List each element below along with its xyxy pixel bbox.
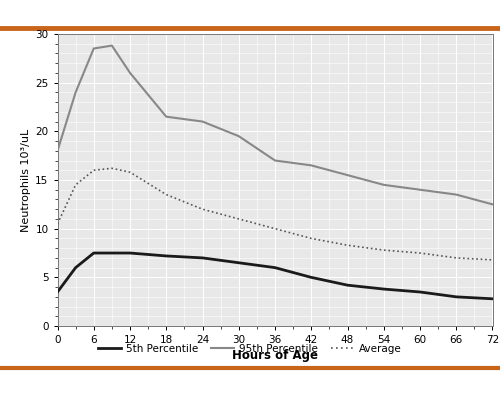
Text: www.medscape.com: www.medscape.com xyxy=(220,7,341,20)
Y-axis label: Neutrophils 10³/uL: Neutrophils 10³/uL xyxy=(21,129,31,231)
X-axis label: Hours of Age: Hours of Age xyxy=(232,349,318,362)
Text: Medscape®: Medscape® xyxy=(10,7,93,20)
Text: Source: J Perinatol © 2008 Nature Publishing Group: Source: J Perinatol © 2008 Nature Publis… xyxy=(256,377,490,386)
Legend: 5th Percentile, 95th Percentile, Average: 5th Percentile, 95th Percentile, Average xyxy=(94,340,406,358)
